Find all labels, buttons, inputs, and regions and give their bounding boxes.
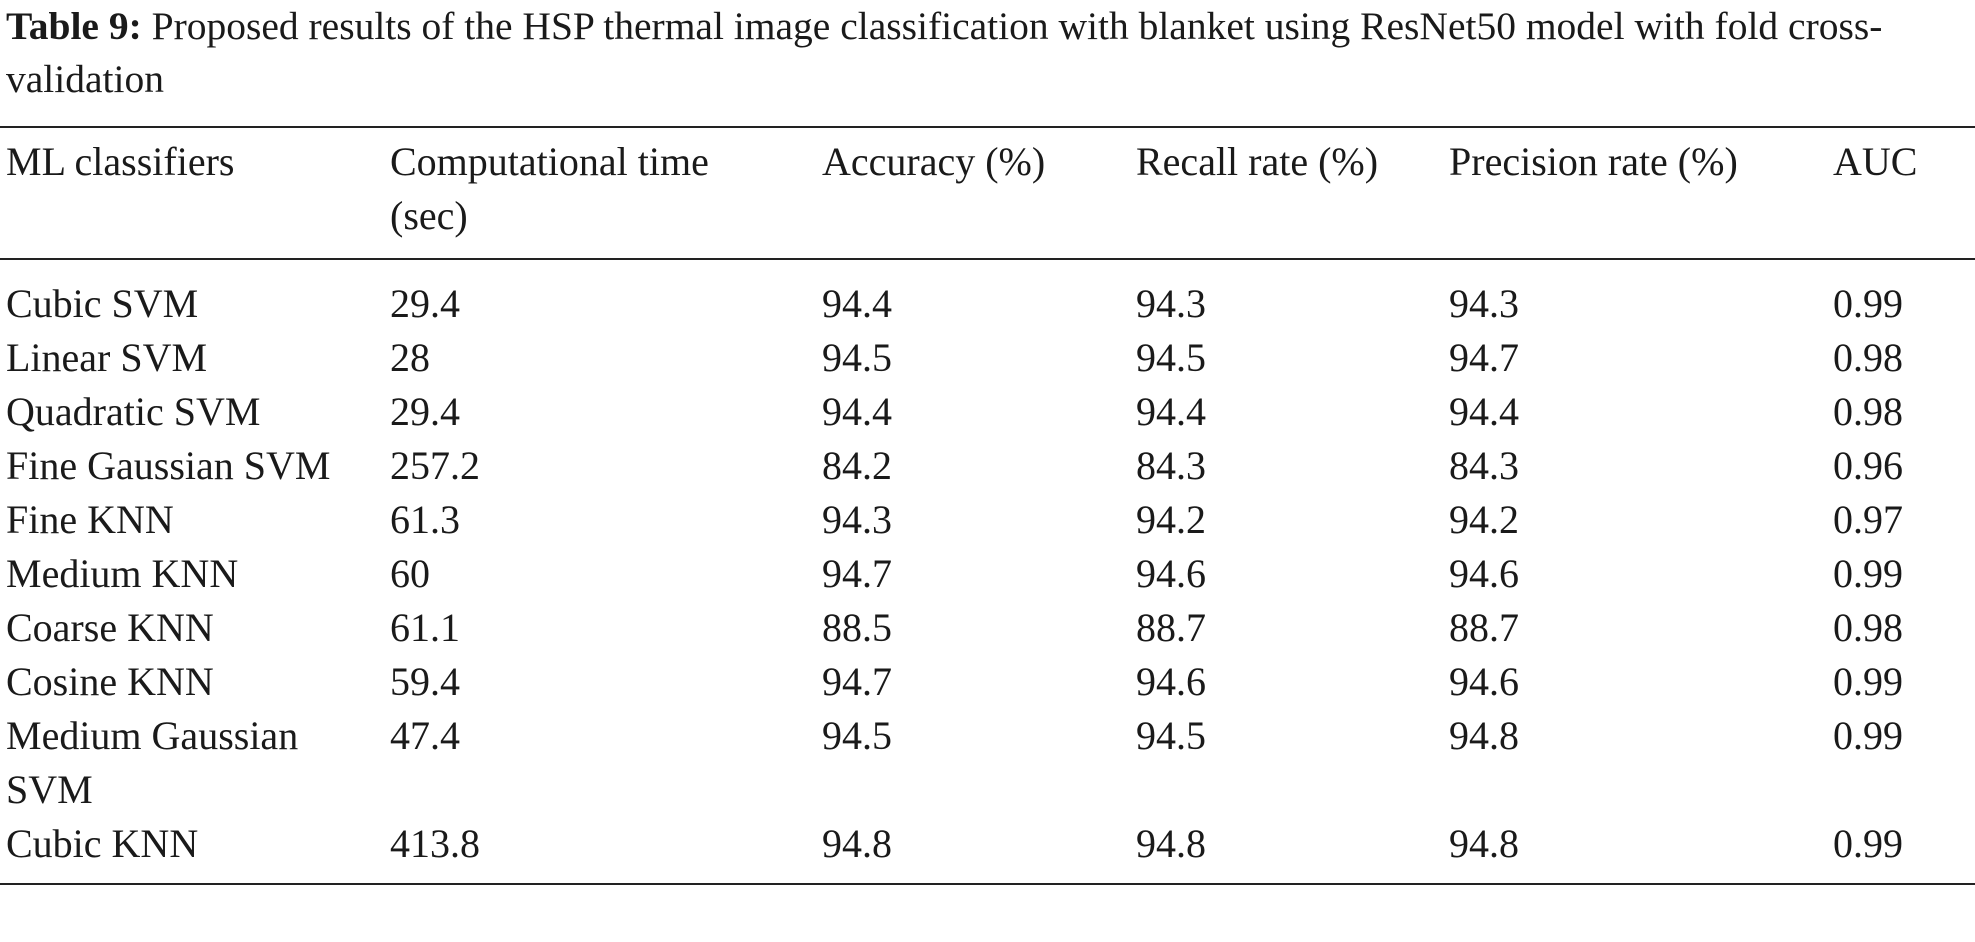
table-header: ML classifiers Computational time (sec) Ac…: [0, 127, 1975, 260]
metric-cell: 29.4: [390, 281, 460, 326]
metric-cell: 84.3: [1136, 443, 1206, 488]
classifier-name: Linear SVM: [6, 335, 208, 380]
metric-cell: 88.7: [1136, 605, 1206, 650]
metric-cell: 84.3: [1449, 443, 1519, 488]
metric-cell: 94.5: [1136, 713, 1206, 758]
table-row: Coarse KNN 61.1 88.5 88.7 88.7 0.98: [0, 601, 1975, 655]
metric-cell: 94.4: [822, 389, 892, 434]
caption-text: Proposed results of the HSP thermal imag…: [6, 4, 1883, 101]
table-caption: Table 9: Proposed results of the HSP the…: [6, 0, 1972, 106]
metric-cell: 94.7: [822, 551, 892, 596]
metric-cell: 94.5: [822, 713, 892, 758]
metric-cell: 94.6: [1136, 659, 1206, 704]
table-row: Medium Gaussian SVM 47.4 94.5 94.5 94.8 0.99: [0, 709, 1975, 817]
metric-cell: 94.4: [822, 281, 892, 326]
metric-cell: 88.7: [1449, 605, 1519, 650]
metric-cell: 29.4: [390, 389, 460, 434]
metric-cell: 94.8: [822, 821, 892, 866]
metric-cell: 0.99: [1833, 281, 1903, 326]
classifier-name: Fine Gaussian SVM: [6, 443, 331, 488]
classifier-name: Quadratic SVM: [6, 389, 261, 434]
metric-cell: 61.1: [390, 605, 460, 650]
metric-cell: 0.99: [1833, 821, 1903, 866]
metric-cell: 94.3: [822, 497, 892, 542]
table-row: Quadratic SVM 29.4 94.4 94.4 94.4 0.98: [0, 385, 1975, 439]
classifier-name: Medium Gaussian SVM: [6, 713, 299, 812]
metric-cell: 94.6: [1136, 551, 1206, 596]
metric-cell: 94.7: [822, 659, 892, 704]
classifier-name: Cubic SVM: [6, 281, 199, 326]
classifier-name: Cosine KNN: [6, 659, 214, 704]
metric-cell: 257.2: [390, 443, 480, 488]
table-row: Cubic KNN 413.8 94.8 94.8 94.8 0.99: [0, 817, 1975, 884]
metric-cell: 0.98: [1833, 389, 1903, 434]
metric-cell: 94.8: [1136, 821, 1206, 866]
table-row: Fine KNN 61.3 94.3 94.2 94.2 0.97: [0, 493, 1975, 547]
caption-label: Table 9:: [6, 4, 142, 48]
metric-cell: 94.8: [1449, 713, 1519, 758]
metric-cell: 94.3: [1449, 281, 1519, 326]
metric-cell: 0.97: [1833, 497, 1903, 542]
table-body: Cubic SVM 29.4 94.4 94.3 94.3 0.99 Linear SVM 2…: [0, 259, 1975, 884]
metric-cell: 88.5: [822, 605, 892, 650]
metric-cell: 94.5: [822, 335, 892, 380]
header-row: ML classifiers Computational time (sec) Ac…: [0, 127, 1975, 260]
metric-cell: 94.6: [1449, 659, 1519, 704]
metric-cell: 94.4: [1449, 389, 1519, 434]
header-cell: Computational time (sec): [384, 127, 816, 260]
metric-cell: 94.8: [1449, 821, 1519, 866]
table-row: Cosine KNN 59.4 94.7 94.6 94.6 0.99: [0, 655, 1975, 709]
metric-cell: 0.98: [1833, 605, 1903, 650]
metric-cell: 0.99: [1833, 659, 1903, 704]
header-cell: Precision rate (%): [1443, 127, 1827, 260]
metric-cell: 94.5: [1136, 335, 1206, 380]
metric-cell: 94.4: [1136, 389, 1206, 434]
metric-cell: 84.2: [822, 443, 892, 488]
metric-cell: 47.4: [390, 713, 460, 758]
header-cell: Accuracy (%): [816, 127, 1130, 260]
metric-cell: 94.3: [1136, 281, 1206, 326]
metric-cell: 59.4: [390, 659, 460, 704]
table-row: Fine Gaussian SVM 257.2 84.2 84.3 84.3 0.96: [0, 439, 1975, 493]
metric-cell: 0.98: [1833, 335, 1903, 380]
metric-cell: 61.3: [390, 497, 460, 542]
table-row: Cubic SVM 29.4 94.4 94.3 94.3 0.99: [0, 259, 1975, 331]
metric-cell: 0.96: [1833, 443, 1903, 488]
metric-cell: 94.2: [1449, 497, 1519, 542]
metric-cell: 413.8: [390, 821, 480, 866]
table-row: Linear SVM 28 94.5 94.5 94.7 0.98: [0, 331, 1975, 385]
metric-cell: 28: [390, 335, 430, 380]
metric-cell: 60: [390, 551, 430, 596]
classifier-name: Cubic KNN: [6, 821, 199, 866]
classifier-name: Fine KNN: [6, 497, 174, 542]
table-row: Medium KNN 60 94.7 94.6 94.6 0.99: [0, 547, 1975, 601]
metric-cell: 94.7: [1449, 335, 1519, 380]
classifier-name: Coarse KNN: [6, 605, 214, 650]
metric-cell: 0.99: [1833, 713, 1903, 758]
header-cell: ML classifiers: [0, 127, 384, 260]
metric-cell: 94.2: [1136, 497, 1206, 542]
classifier-name: Medium KNN: [6, 551, 239, 596]
results-table: ML classifiers Computational time (sec) Ac…: [0, 126, 1975, 885]
header-cell: Recall rate (%): [1130, 127, 1443, 260]
metric-cell: 0.99: [1833, 551, 1903, 596]
header-cell: AUC: [1827, 127, 1975, 260]
metric-cell: 94.6: [1449, 551, 1519, 596]
